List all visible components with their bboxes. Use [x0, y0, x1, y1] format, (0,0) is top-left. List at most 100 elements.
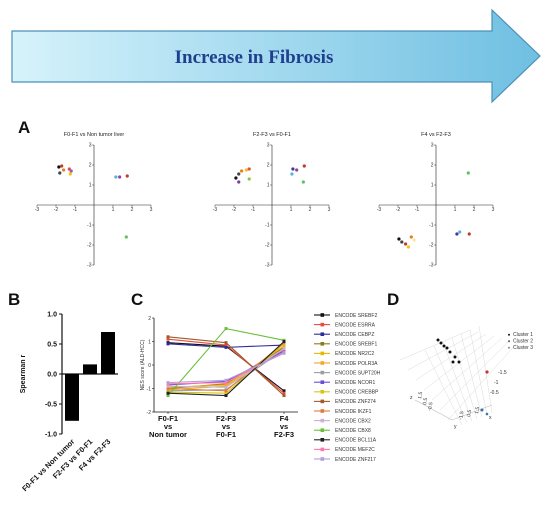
- y-tick-label: -2: [265, 243, 270, 249]
- category-label: F0-F1: [158, 414, 178, 423]
- x-tick-label: -1: [415, 207, 420, 213]
- grid-line: [431, 337, 503, 401]
- x-tick-label: -3: [377, 207, 382, 213]
- y-tick-label: -2: [429, 243, 434, 249]
- y-tick-label: 2: [148, 316, 151, 322]
- panel-letter-b: B: [8, 290, 20, 309]
- series-point: [282, 340, 286, 343]
- arrow-label: Increase in Fibrosis: [175, 47, 334, 68]
- x-tick-label: -2: [232, 207, 237, 213]
- scatter-point: [290, 172, 294, 176]
- grid-line: [424, 349, 463, 426]
- series-point: [224, 391, 228, 395]
- scatter-a2: F2-F3 vs F0-F1 -3 -3 -2 -2 -1 -1 1 1 2 2 3 3: [213, 132, 331, 269]
- legend-marker: [508, 340, 510, 343]
- series-point: [166, 387, 170, 390]
- x-tick-label: 2: [309, 207, 312, 213]
- y-tick-label: -1: [147, 387, 152, 393]
- scatter-point: [467, 232, 471, 236]
- series-point: [224, 389, 228, 393]
- series-point: [166, 335, 170, 339]
- scatter-point: [295, 168, 299, 172]
- legend-label: ENCODE SREBF2: [335, 313, 377, 319]
- category-label: Non tumor: [149, 430, 187, 439]
- axis-label-x: x: [489, 415, 492, 421]
- series-point: [282, 347, 286, 351]
- y-tick-label: -1: [265, 223, 270, 229]
- category-label: F0-F1: [216, 430, 236, 439]
- x-tick-label: 3: [150, 207, 153, 213]
- scatter-point: [57, 165, 61, 169]
- y-tick-label: -3: [87, 263, 92, 269]
- legend-marker: [508, 346, 510, 349]
- fibrosis-arrow: Increase in Fibrosis: [11, 8, 541, 104]
- legend-label: ENCODE BCL11A: [335, 438, 377, 444]
- y-tick-label: 0: [148, 363, 151, 369]
- grid-line: [415, 333, 487, 381]
- category-label: F4: [280, 414, 290, 423]
- tick-label: -0.5: [427, 402, 434, 412]
- legend-label: ENCODE ESRRA: [335, 322, 376, 328]
- series-point: [166, 337, 170, 341]
- cluster3-point: [485, 370, 489, 374]
- scatter-point: [244, 168, 248, 172]
- scatter-point: [409, 235, 413, 239]
- scatter-point: [118, 175, 122, 179]
- legend-swatch-marker: [320, 457, 325, 461]
- series-point: [166, 384, 170, 388]
- scatter-point: [301, 180, 305, 184]
- x-tick-label: 2: [131, 207, 134, 213]
- y-tick-label: 1: [148, 340, 151, 346]
- legend-swatch-marker: [320, 370, 325, 375]
- series-point: [224, 378, 228, 382]
- bar: [101, 332, 115, 374]
- series-point: [282, 351, 286, 355]
- legend-swatch-marker: [320, 351, 325, 356]
- legend-marker: [508, 333, 510, 336]
- scatter-point: [234, 176, 238, 180]
- legend-swatch-marker: [320, 361, 325, 365]
- scatter-point: [68, 172, 72, 176]
- grid-line: [407, 331, 479, 371]
- grid-line: [439, 339, 511, 411]
- scatter-point: [412, 238, 416, 242]
- panel-letter-d: D: [387, 290, 399, 309]
- y-tick-label: -2: [147, 410, 152, 416]
- y-tick-label: 1.0: [47, 312, 57, 319]
- y-tick-label: 0.0: [47, 372, 57, 379]
- series-point: [166, 394, 170, 398]
- legend-swatch-marker: [320, 409, 325, 413]
- y-tick-label: 3: [89, 143, 92, 149]
- legend-swatch-marker: [320, 399, 325, 404]
- y-tick-label: -1: [87, 223, 92, 229]
- grid-line: [478, 325, 493, 414]
- series-point: [166, 381, 170, 385]
- y-tick-label: 1: [267, 183, 270, 189]
- scatter-point: [247, 177, 251, 181]
- cluster2-point: [480, 408, 484, 412]
- scatter-point: [69, 169, 73, 173]
- legend-swatch-marker: [320, 322, 325, 327]
- series-point: [282, 394, 286, 398]
- scatter-point: [60, 164, 64, 168]
- axis-line: [451, 404, 493, 421]
- series-point: [224, 381, 228, 385]
- scatter-point: [458, 230, 462, 234]
- series-point: [224, 385, 228, 389]
- legend-label: Cluster 1: [513, 332, 533, 338]
- legend-label: ENCODE CREBBP: [335, 390, 379, 396]
- legend-swatch-marker: [320, 313, 325, 317]
- cluster1-point: [436, 338, 440, 342]
- scatter-point: [397, 237, 401, 241]
- scatter-point: [237, 172, 241, 176]
- tick-label: -0.5: [490, 390, 499, 396]
- bar: [83, 364, 97, 374]
- y-tick-label: -3: [429, 263, 434, 269]
- scatter-title: F0-F1 vs Non tumor liver: [64, 132, 125, 138]
- y-tick-label: -2: [87, 243, 92, 249]
- legend-swatch-marker: [320, 438, 325, 442]
- category-label: vs: [164, 422, 172, 431]
- scatter-point: [240, 169, 244, 173]
- category-label: F2-F3: [216, 414, 236, 423]
